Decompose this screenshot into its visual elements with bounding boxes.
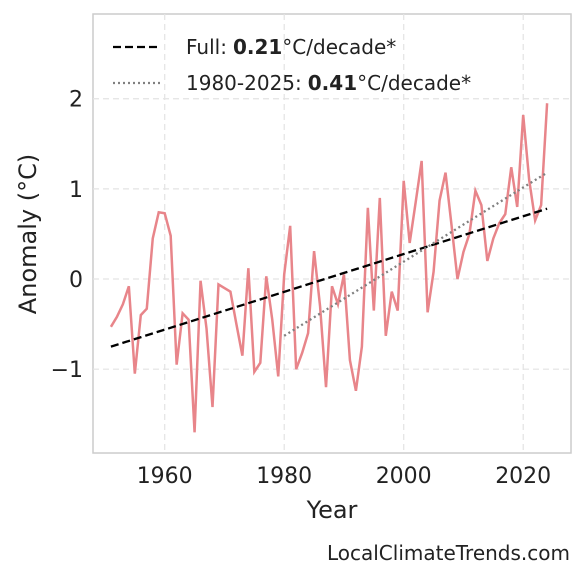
legend-label: 1980-2025: 0.41°C/decade*: [186, 71, 471, 95]
x-tick-label: 2000: [376, 464, 432, 489]
x-axis-label: Year: [306, 496, 358, 524]
legend-prefix: 1980-2025:: [186, 71, 302, 95]
x-tick-label: 2020: [495, 464, 551, 489]
y-tick-label: 2: [69, 88, 83, 113]
legend-rate: 0.41: [308, 71, 357, 95]
legend-prefix: Full:: [186, 35, 227, 59]
legend-label: Full: 0.21°C/decade*: [186, 35, 396, 59]
x-tick-label: 1960: [137, 464, 193, 489]
series-line: [109, 103, 549, 433]
y-axis-label: Anomaly (°C): [14, 154, 42, 314]
source: LocalClimateTrends.com: [327, 541, 570, 565]
series-line: [283, 171, 548, 337]
y-tick-label: 0: [69, 268, 83, 293]
y-tick-label: −1: [51, 358, 83, 383]
legend-suffix: °C/decade*: [282, 35, 396, 59]
x-tick-label: 1980: [256, 464, 312, 489]
series-line: [110, 207, 548, 348]
legend-rate: 0.21: [233, 35, 282, 59]
legend-suffix: °C/decade*: [357, 71, 471, 95]
plot-frame: [92, 13, 572, 454]
y-tick-label: 1: [69, 178, 83, 203]
